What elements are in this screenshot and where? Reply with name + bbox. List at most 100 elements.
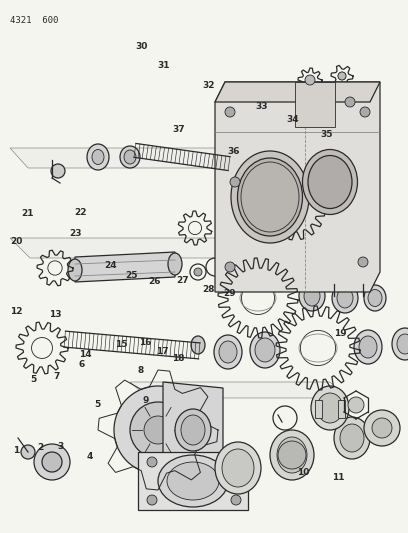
Ellipse shape <box>332 283 358 313</box>
Ellipse shape <box>167 462 219 500</box>
Ellipse shape <box>302 149 357 214</box>
Circle shape <box>114 386 202 474</box>
Text: 30: 30 <box>136 43 148 51</box>
Polygon shape <box>315 400 322 418</box>
Ellipse shape <box>87 144 109 170</box>
Circle shape <box>278 441 306 469</box>
Circle shape <box>21 445 35 459</box>
Text: 8: 8 <box>137 366 144 375</box>
Ellipse shape <box>68 259 82 281</box>
Text: 7: 7 <box>53 373 60 381</box>
Text: 15: 15 <box>115 341 128 349</box>
Circle shape <box>345 97 355 107</box>
Text: 26: 26 <box>148 277 160 286</box>
Circle shape <box>358 257 368 267</box>
Text: 5: 5 <box>30 375 37 384</box>
Text: 14: 14 <box>79 350 91 359</box>
Ellipse shape <box>334 417 370 459</box>
Ellipse shape <box>340 424 364 452</box>
Circle shape <box>231 457 241 467</box>
Circle shape <box>147 495 157 505</box>
Ellipse shape <box>124 150 136 164</box>
Ellipse shape <box>250 332 280 368</box>
Ellipse shape <box>311 386 349 430</box>
Text: 31: 31 <box>158 61 170 70</box>
Text: 13: 13 <box>49 310 61 319</box>
Polygon shape <box>130 382 348 398</box>
Polygon shape <box>10 238 330 258</box>
Text: 17: 17 <box>156 347 169 356</box>
Ellipse shape <box>296 242 324 274</box>
Text: 29: 29 <box>223 289 235 297</box>
Ellipse shape <box>158 455 228 507</box>
Polygon shape <box>295 82 335 127</box>
Ellipse shape <box>368 289 382 306</box>
Text: 34: 34 <box>287 115 299 124</box>
Text: 35: 35 <box>320 130 333 139</box>
Circle shape <box>34 444 70 480</box>
Text: 20: 20 <box>10 237 22 246</box>
Circle shape <box>144 416 172 444</box>
Ellipse shape <box>308 156 352 208</box>
Circle shape <box>130 402 186 458</box>
Circle shape <box>338 72 346 80</box>
Text: 2: 2 <box>38 443 44 452</box>
Polygon shape <box>10 148 268 168</box>
Text: 1: 1 <box>13 446 20 455</box>
Circle shape <box>42 452 62 472</box>
Text: 11: 11 <box>333 473 345 481</box>
Circle shape <box>225 107 235 117</box>
Ellipse shape <box>299 281 325 311</box>
Ellipse shape <box>392 328 408 360</box>
Text: 10: 10 <box>297 469 309 477</box>
Polygon shape <box>75 252 175 282</box>
Circle shape <box>194 268 202 276</box>
Ellipse shape <box>120 146 140 168</box>
Ellipse shape <box>304 286 320 306</box>
Circle shape <box>225 262 235 272</box>
Ellipse shape <box>317 393 343 423</box>
Text: 23: 23 <box>69 229 82 238</box>
Text: 18: 18 <box>173 354 185 362</box>
Circle shape <box>147 457 157 467</box>
Polygon shape <box>215 82 380 102</box>
Text: 4: 4 <box>86 452 93 461</box>
Ellipse shape <box>215 442 261 494</box>
Circle shape <box>372 418 392 438</box>
Ellipse shape <box>237 158 302 236</box>
Ellipse shape <box>219 341 237 363</box>
Polygon shape <box>138 452 248 510</box>
Text: 22: 22 <box>75 208 87 216</box>
Text: 28: 28 <box>203 286 215 294</box>
Circle shape <box>230 177 240 187</box>
Polygon shape <box>215 82 380 292</box>
Text: 32: 32 <box>203 81 215 90</box>
Text: 36: 36 <box>227 147 239 156</box>
Circle shape <box>360 107 370 117</box>
Circle shape <box>51 164 65 178</box>
Circle shape <box>348 397 364 413</box>
Ellipse shape <box>397 334 408 354</box>
Text: 21: 21 <box>22 209 34 217</box>
Ellipse shape <box>175 409 211 451</box>
Ellipse shape <box>354 330 382 364</box>
Ellipse shape <box>364 285 386 311</box>
Ellipse shape <box>277 437 307 473</box>
Polygon shape <box>163 382 223 478</box>
Text: 3: 3 <box>57 442 64 451</box>
Circle shape <box>364 410 400 446</box>
Polygon shape <box>225 152 235 165</box>
Text: 37: 37 <box>173 125 185 134</box>
Ellipse shape <box>214 335 242 369</box>
Ellipse shape <box>231 151 309 243</box>
Circle shape <box>305 75 315 85</box>
Text: 9: 9 <box>143 397 149 405</box>
Circle shape <box>231 495 241 505</box>
Polygon shape <box>338 400 345 418</box>
Ellipse shape <box>92 149 104 165</box>
Ellipse shape <box>337 288 353 308</box>
Text: 16: 16 <box>139 338 151 346</box>
Ellipse shape <box>181 415 205 445</box>
Text: 4321  600: 4321 600 <box>10 16 58 25</box>
Ellipse shape <box>168 253 182 275</box>
